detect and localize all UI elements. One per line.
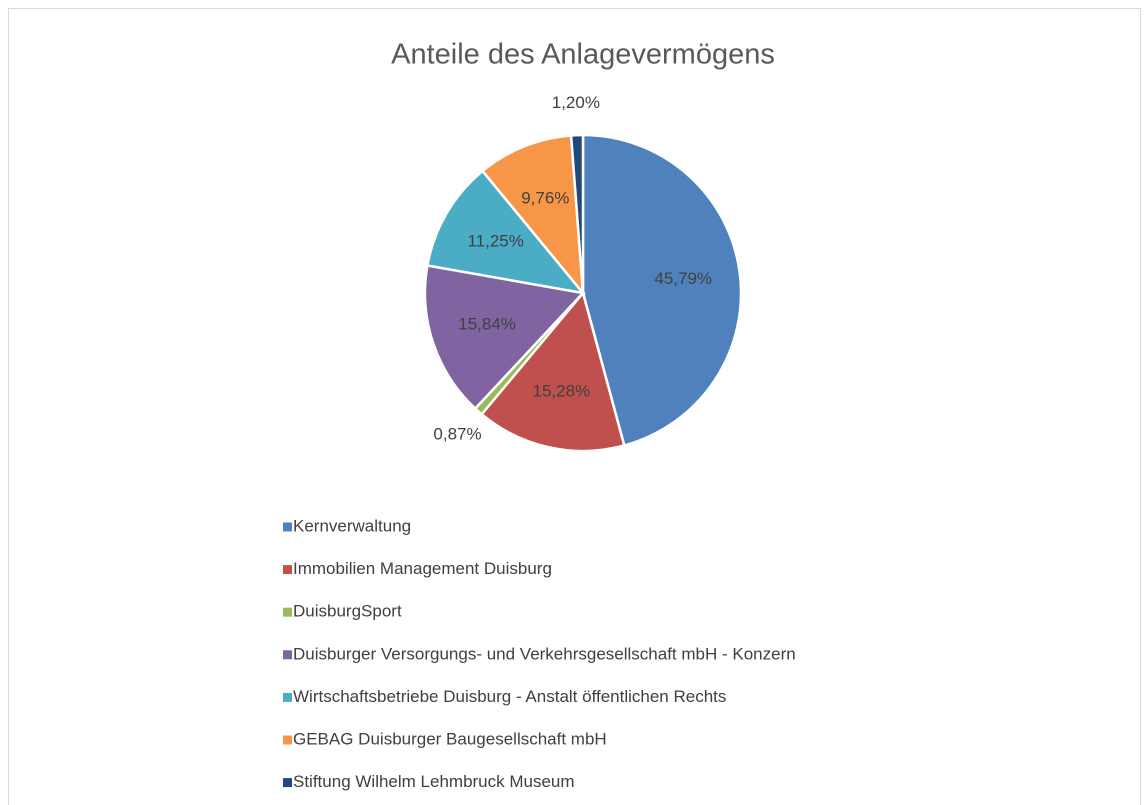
data-label: 15,84% (458, 315, 516, 334)
legend-swatch (283, 778, 292, 788)
legend-label: Duisburger Versorgungs- und Verkehrsgese… (293, 644, 796, 663)
legend-label: Wirtschaftsbetriebe Duisburg - Anstalt ö… (293, 687, 726, 706)
data-label: 0,87% (433, 425, 481, 444)
legend-label: GEBAG Duisburger Baugesellschaft mbH (293, 729, 607, 748)
legend-swatch (283, 650, 292, 660)
data-label: 15,28% (533, 381, 591, 400)
pie-slice (581, 133, 743, 448)
legend-swatch (283, 692, 292, 702)
data-label: 45,79% (654, 269, 712, 288)
legend-swatch (283, 522, 292, 532)
pie-slice (425, 169, 587, 295)
pie-slice (569, 133, 585, 294)
pie-slice (479, 290, 626, 453)
legend-label: Immobilien Management Duisburg (293, 559, 552, 578)
pie-slice (423, 264, 586, 411)
legend-swatch (283, 607, 292, 617)
legend-swatch (283, 565, 292, 575)
legend-label: Kernverwaltung (293, 516, 411, 535)
pie-slice (480, 134, 585, 297)
legend-label: Stiftung Wilhelm Lehmbruck Museum (293, 772, 575, 791)
data-label: 11,25% (467, 231, 523, 250)
chart-title: Anteile des Anlagevermögens (391, 39, 775, 71)
legend-label: DuisburgSport (293, 602, 402, 621)
legend-swatch (283, 735, 292, 745)
data-label: 1,20% (552, 93, 600, 112)
data-label: 9,76% (521, 189, 569, 208)
